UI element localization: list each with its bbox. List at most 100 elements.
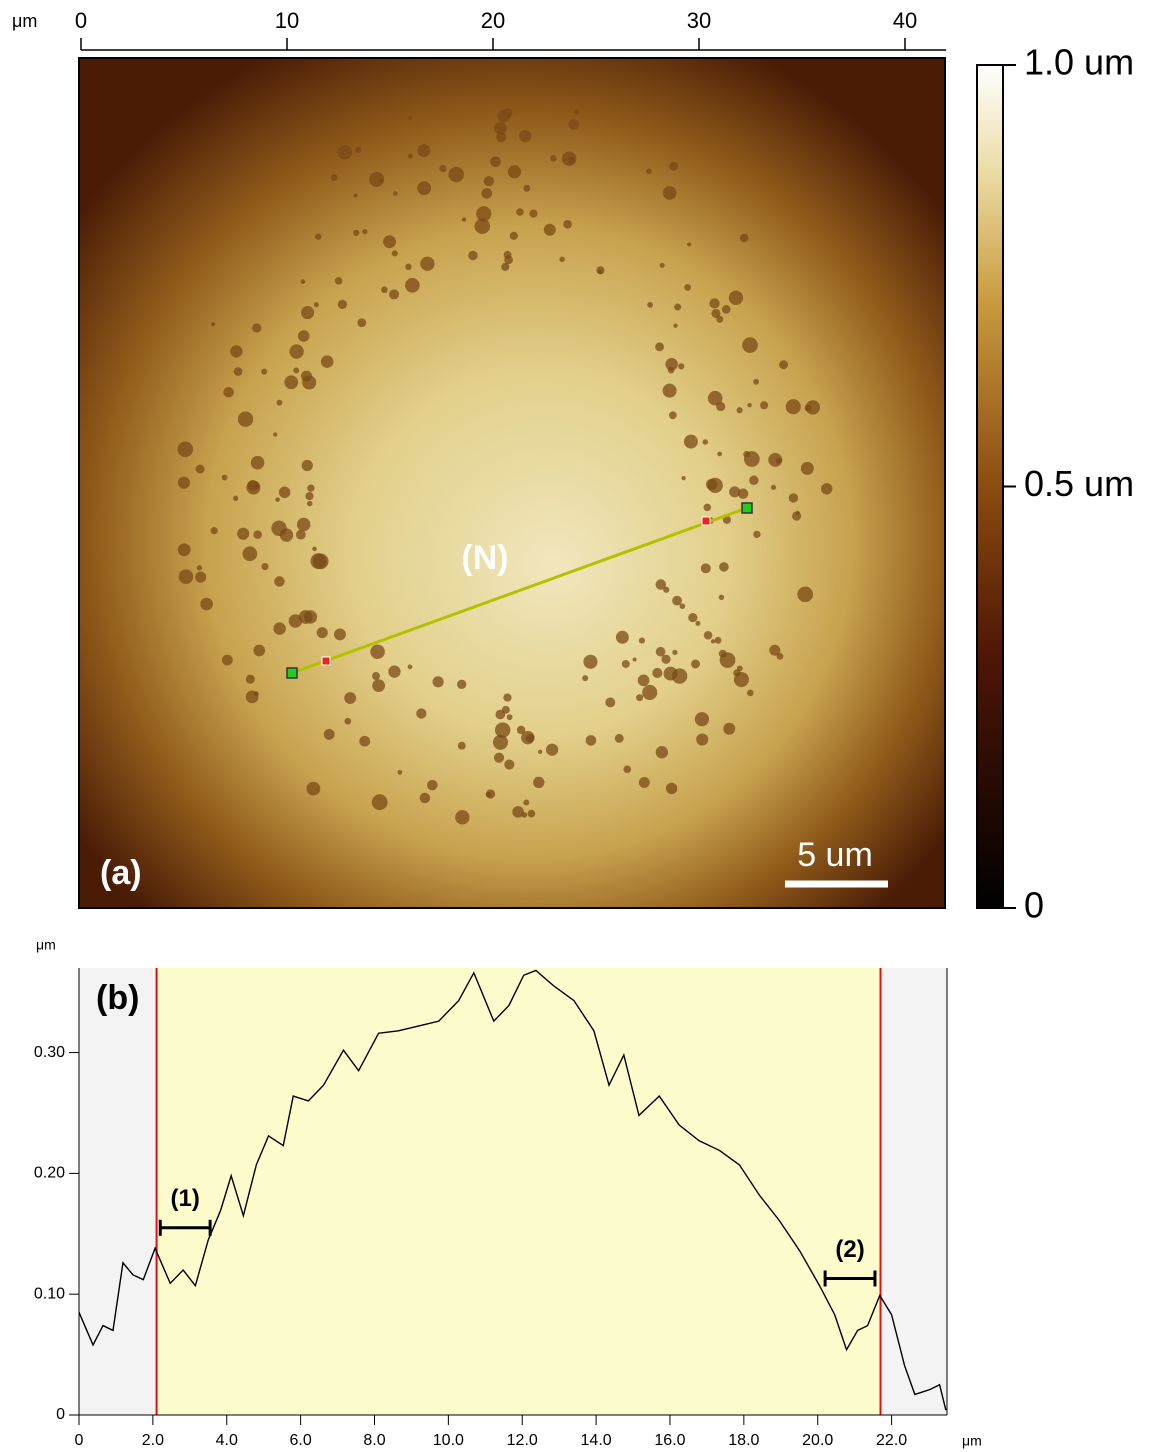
pit: [448, 166, 464, 183]
pit: [550, 155, 557, 162]
pit: [407, 153, 413, 159]
profile-end: [286, 667, 298, 679]
pit: [362, 229, 368, 235]
pit: [298, 610, 313, 624]
pit: [455, 810, 470, 825]
pit: [493, 121, 507, 135]
pit: [652, 667, 663, 678]
x-tick-label: 2.0: [142, 1432, 164, 1449]
pit: [330, 174, 338, 181]
pit: [497, 109, 510, 123]
pit: [543, 223, 556, 236]
pit: [507, 165, 522, 179]
x-tick-label: 18.0: [728, 1432, 759, 1449]
x-tick-label: 4.0: [216, 1432, 238, 1449]
pit: [353, 229, 360, 236]
pit: [615, 630, 629, 644]
x-tick-label: 22.0: [876, 1432, 907, 1449]
y-tick-label: 0.20: [34, 1165, 65, 1182]
interval-label: (1): [171, 1185, 200, 1212]
pit: [523, 184, 531, 192]
pit: [684, 283, 692, 291]
pit: [496, 132, 507, 143]
pit: [302, 375, 317, 390]
pit: [337, 299, 348, 310]
pit: [710, 639, 716, 644]
pit: [305, 491, 314, 501]
pit: [273, 622, 286, 635]
pit: [655, 746, 669, 759]
pit: [420, 256, 435, 271]
pit: [523, 799, 530, 806]
pit: [779, 360, 789, 370]
pit: [582, 675, 589, 682]
x-tick-label: 0: [75, 8, 87, 33]
pit: [583, 654, 598, 669]
interval-label: (2): [835, 1236, 864, 1263]
pit: [718, 594, 725, 600]
pit: [432, 676, 444, 688]
pit: [383, 235, 397, 249]
colorbar-tick-label: 1.0 um: [1024, 42, 1134, 83]
pit: [250, 455, 265, 470]
pit: [568, 119, 579, 130]
pit: [316, 627, 328, 639]
pit: [506, 714, 513, 721]
pit: [245, 674, 255, 684]
x-tick-label: 40: [893, 8, 917, 33]
pit: [242, 546, 258, 562]
y-tick-label: 0.10: [34, 1285, 65, 1302]
pit: [381, 286, 388, 294]
pit: [691, 659, 700, 669]
pit: [494, 722, 511, 738]
pit: [359, 735, 371, 747]
pit: [391, 250, 398, 257]
pit: [672, 649, 678, 656]
colorbar-tick-label: 0: [1024, 885, 1044, 926]
pit: [662, 186, 677, 200]
pit: [253, 644, 266, 657]
pit: [728, 290, 744, 305]
pit: [669, 161, 679, 171]
pit: [785, 399, 801, 415]
pit: [312, 553, 329, 570]
pit: [516, 725, 526, 735]
pit: [427, 779, 438, 791]
pit: [495, 709, 506, 720]
pit: [621, 659, 630, 668]
pit: [596, 266, 605, 275]
pit: [663, 586, 670, 593]
pit: [662, 383, 677, 398]
pit: [233, 495, 239, 502]
pit: [320, 355, 334, 368]
x-tick-label: 12.0: [507, 1432, 538, 1449]
pit: [253, 530, 262, 539]
pit: [688, 612, 698, 623]
pit: [389, 289, 400, 300]
pit: [770, 484, 777, 490]
y-unit: μm: [36, 937, 56, 953]
pit: [668, 411, 677, 420]
pit: [372, 672, 381, 681]
pit: [679, 603, 686, 609]
pit: [719, 652, 736, 668]
pit: [655, 579, 666, 590]
pit: [747, 403, 752, 408]
pit: [585, 735, 597, 746]
afm-image: [78, 57, 946, 909]
pit: [672, 595, 682, 606]
pit: [533, 776, 545, 789]
pit: [800, 461, 814, 475]
pit: [210, 322, 216, 327]
pit: [230, 345, 243, 358]
pit: [334, 277, 343, 285]
pit: [509, 231, 518, 240]
x-tick-label: 10: [275, 8, 299, 33]
line-label: (N): [461, 539, 508, 577]
pit: [723, 722, 736, 735]
pit: [714, 636, 722, 644]
pit: [313, 302, 319, 308]
pit: [408, 116, 413, 121]
x-tick-label: 30: [687, 8, 711, 33]
